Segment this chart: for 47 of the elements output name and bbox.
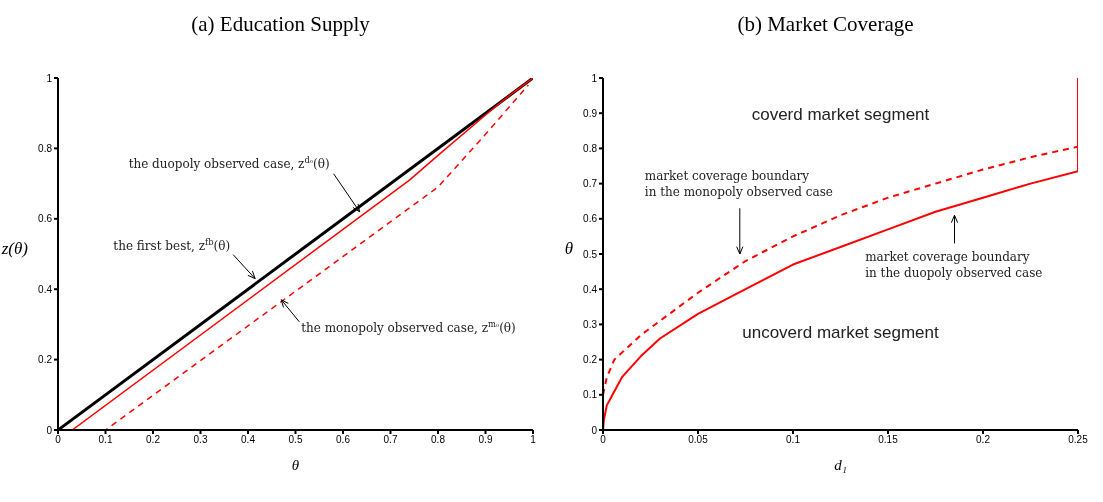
y-tick-label: 0	[46, 424, 53, 436]
x-tick-label: 0.1	[786, 434, 801, 446]
annotation: the monopoly observed case, z$^{mₒ}$(θ)	[301, 318, 516, 335]
x-tick-label: 0.05	[688, 434, 709, 446]
x-tick-label: 0.9	[478, 434, 493, 446]
y-tick-label: 0.1	[583, 389, 598, 401]
y-tick-label: 1	[46, 72, 53, 84]
y-tick-label: 0.4	[38, 283, 53, 295]
annotation: coverd market segment	[751, 105, 930, 125]
y-axis-title: θ	[564, 239, 573, 258]
y-tick-label: 0.4	[583, 283, 598, 295]
x-tick-label: 0.4	[241, 434, 256, 446]
y-tick-label: 0.7	[583, 178, 598, 190]
y-tick-label: 0.2	[583, 354, 598, 366]
y-tick-label: 0.6	[583, 213, 598, 225]
x-tick-label: 0	[600, 434, 607, 446]
x-tick-label: 0.15	[878, 434, 899, 446]
x-tick-label: 0.1	[98, 434, 113, 446]
x-tick-label: 0	[55, 434, 62, 446]
x-axis-title: θ	[291, 457, 300, 473]
x-tick-label: 0.8	[431, 434, 446, 446]
y-tick-label: 0.9	[583, 107, 598, 119]
x-tick-label: 0.5	[288, 434, 303, 446]
annotation: the first best, z$^{fb}$(θ)	[113, 236, 231, 253]
annotation: market coverage boundary in the duopoly observed case	[865, 250, 1043, 280]
y-tick-label: 0.8	[583, 142, 598, 154]
x-tick-label: 0.25	[1068, 434, 1089, 446]
y-axis-title: z(θ)	[0, 239, 29, 258]
x-axis-title: d₁	[834, 457, 847, 473]
x-tick-label: 0.2	[146, 434, 161, 446]
y-tick-label: 0.5	[583, 248, 598, 260]
x-tick-label: 0.6	[336, 434, 351, 446]
annotation: uncoverd market segment	[742, 323, 940, 343]
x-tick-label: 1	[530, 434, 537, 446]
y-tick-label: 0.6	[38, 213, 53, 225]
x-tick-label: 0.7	[383, 434, 398, 446]
annotation: market coverage boundary in the monopoly observed case	[644, 169, 833, 199]
y-tick-label: 0.2	[38, 354, 53, 366]
x-tick-label: 0.3	[193, 434, 208, 446]
chart-title: (a) Education Supply	[190, 11, 371, 38]
y-tick-label: 0	[591, 424, 598, 436]
annotation: the duopoly observed case, z$^{dₒ}$(θ)	[128, 154, 330, 171]
y-tick-label: 0.3	[583, 318, 598, 330]
chart-title: (b) Market Coverage	[736, 11, 915, 38]
x-tick-label: 0.2	[976, 434, 991, 446]
y-tick-label: 1	[591, 72, 598, 84]
y-tick-label: 0.8	[38, 142, 53, 154]
